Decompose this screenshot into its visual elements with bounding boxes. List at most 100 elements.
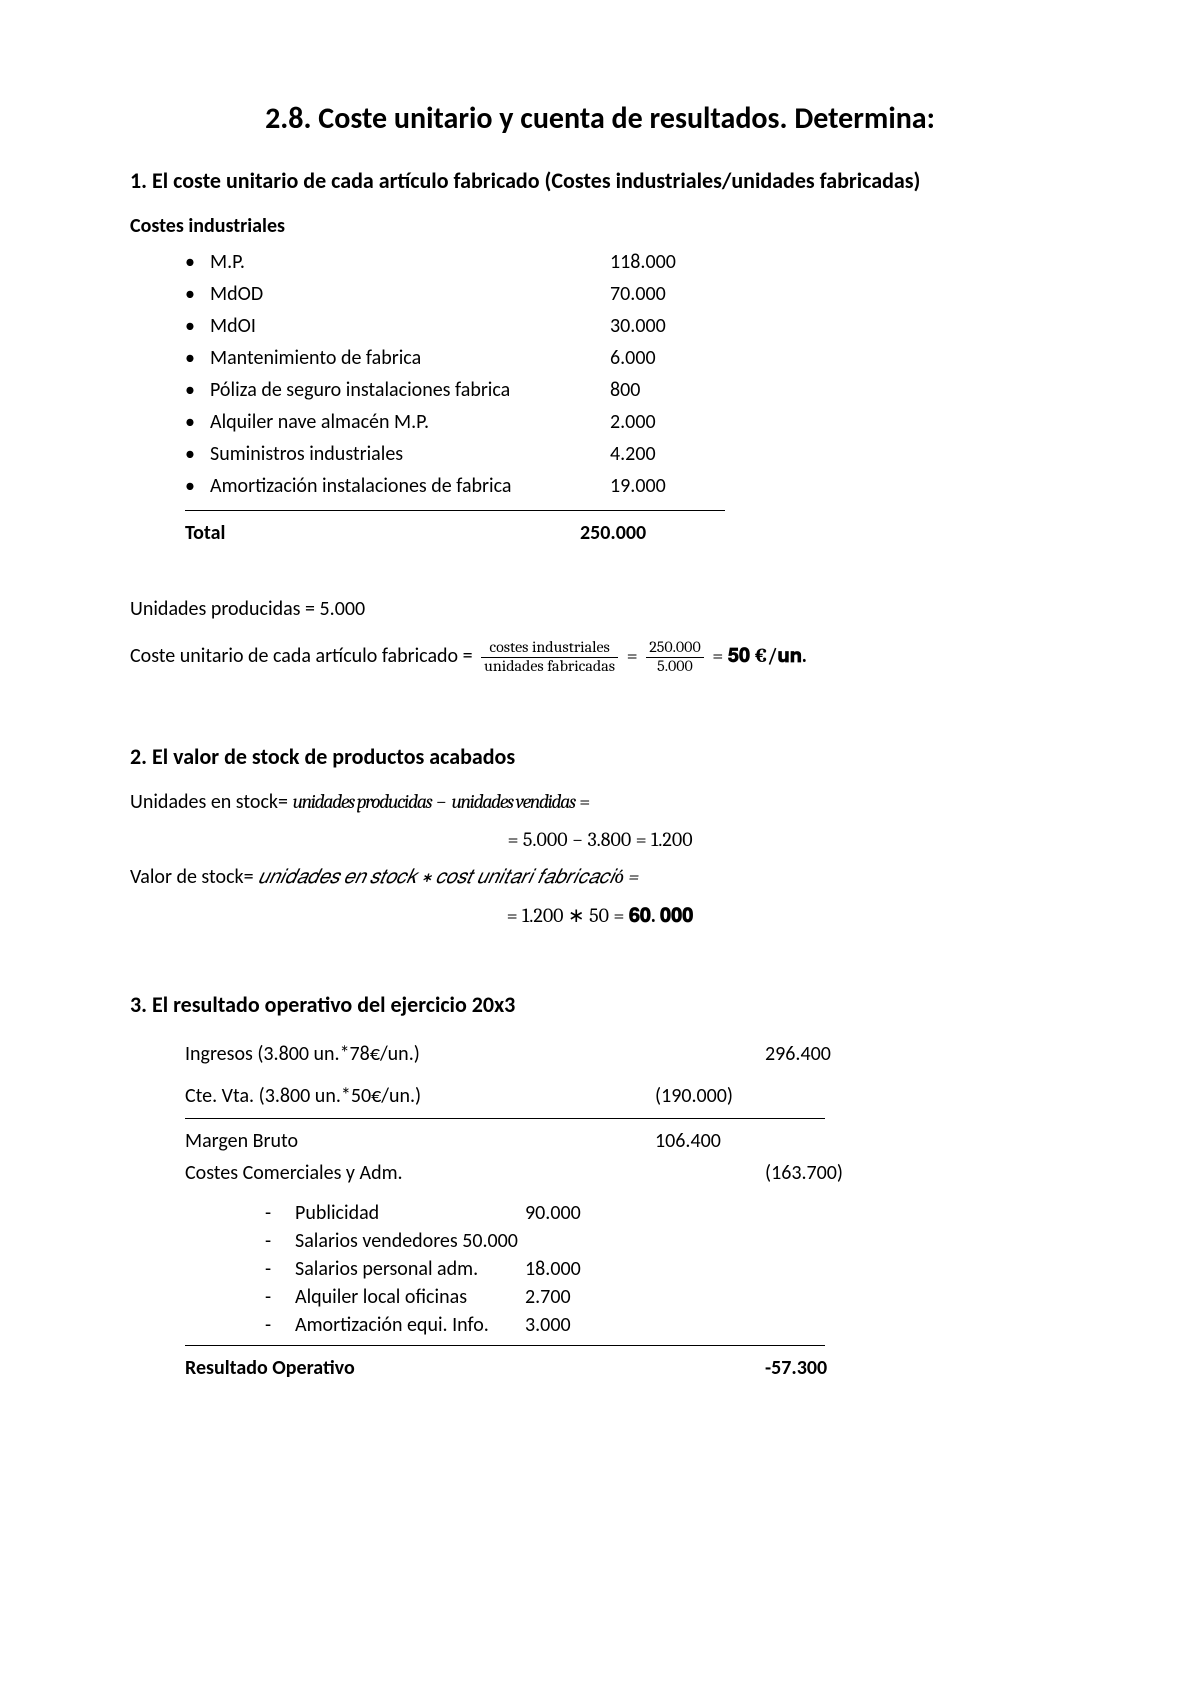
sub-value	[525, 1229, 605, 1253]
sub-value: 3.000	[525, 1313, 605, 1337]
ctevta-row: Cte. Vta. (3.800 un.*50€/un.) (190.000)	[185, 1080, 825, 1112]
sub-label: Salarios vendedores 50.000	[295, 1229, 525, 1253]
cost-value: 6.000	[610, 342, 730, 374]
q2-heading: 2. El valor de stock de productos acabad…	[130, 743, 1070, 770]
cost-value: 800	[610, 374, 730, 406]
ccadm-value: (163.700)	[765, 1161, 855, 1185]
q1-subheader: Costes industriales	[130, 214, 1070, 238]
q2-term2: unidades vendidas	[451, 790, 574, 813]
sub-item: - Alquiler local oficinas 2.700	[265, 1283, 825, 1311]
margen-label: Margen Bruto	[185, 1129, 545, 1153]
q2-eq2: = 1.200 ∗ 50 = 𝟔𝟎. 𝟎𝟎𝟎	[130, 903, 1070, 927]
ccadm-row: Costes Comerciales y Adm. (163.700)	[185, 1157, 825, 1189]
page-title: 2.8. Coste unitario y cuenta de resultad…	[130, 100, 1070, 137]
cost-item: • Alquiler nave almacén M.P. 2.000	[185, 406, 1070, 438]
ctevta-value: (190.000)	[655, 1084, 765, 1108]
bullet-icon: •	[185, 310, 210, 342]
cost-label: Mantenimiento de fabrica	[210, 342, 610, 374]
cost-label: Alquiler nave almacén M.P.	[210, 406, 610, 438]
sub-label: Salarios personal adm.	[295, 1257, 525, 1281]
margen-value: 106.400	[655, 1129, 765, 1153]
cost-value: 2.000	[610, 406, 730, 438]
fraction-1: costes industriales unidades fabricadas	[481, 639, 618, 675]
sub-label: Publicidad	[295, 1201, 525, 1225]
document-page: 2.8. Coste unitario y cuenta de resultad…	[0, 0, 1200, 1697]
cost-item: • Amortización instalaciones de fabrica …	[185, 470, 1070, 502]
resultado-label: Resultado Operativo	[185, 1356, 545, 1380]
bullet-icon: •	[185, 374, 210, 406]
q2-line2-prefix: Valor de stock=	[130, 865, 254, 889]
resultado-row: Resultado Operativo -57.300	[185, 1352, 825, 1384]
sub-item: - Salarios personal adm. 18.000	[265, 1255, 825, 1283]
equals-sign: =	[627, 644, 638, 667]
cost-item: • Mantenimiento de fabrica 6.000	[185, 342, 1070, 374]
q1-heading: 1. El coste unitario de cada artículo fa…	[130, 167, 1070, 194]
cost-value: 30.000	[610, 310, 730, 342]
cost-value: 4.200	[610, 438, 730, 470]
equals-sign: =	[579, 790, 590, 813]
ccadm-label: Costes Comerciales y Adm.	[185, 1161, 545, 1185]
cost-label: Suministros industriales	[210, 438, 610, 470]
total-value: 250.000	[580, 521, 700, 545]
ingresos-label: Ingresos (3.800 un.*78€/un.)	[185, 1042, 545, 1066]
total-label: Total	[185, 521, 580, 545]
equals-sign: =	[712, 644, 723, 667]
frac-den: 5.000	[646, 658, 704, 676]
q1-formula: Coste unitario de cada artículo fabricad…	[130, 639, 1070, 675]
cost-label: Amortización instalaciones de fabrica	[210, 470, 610, 502]
q2-line2: Valor de stock= 𝑢𝑛𝑖𝑑𝑎𝑑𝑒𝑠 𝑒𝑛 𝑠𝑡𝑜𝑐𝑘 ∗ 𝑐𝑜𝑠𝑡…	[130, 865, 1070, 889]
sub-value: 2.700	[525, 1285, 605, 1309]
cost-item: • MdOD 70.000	[185, 278, 1070, 310]
bullet-icon: •	[185, 278, 210, 310]
minus-sign: −	[436, 790, 447, 813]
q2-eq1: = 5.000 − 3.800 = 1.200	[130, 828, 1070, 851]
divider	[185, 1118, 825, 1119]
fraction-2: 250.000 5.000	[646, 639, 704, 675]
q1-total-row: Total 250.000	[185, 510, 725, 545]
q2-eq2-right: 𝟔𝟎. 𝟎𝟎𝟎	[629, 904, 694, 927]
q1-cost-list: • M.P. 118.000 • MdOD 70.000 • MdOI 30.0…	[130, 246, 1070, 502]
cost-value: 118.000	[610, 246, 730, 278]
dash-icon: -	[265, 1257, 295, 1281]
bullet-icon: •	[185, 246, 210, 278]
sub-item: - Publicidad 90.000	[265, 1199, 825, 1227]
sub-item: - Salarios vendedores 50.000	[265, 1227, 825, 1255]
cost-value: 19.000	[610, 470, 730, 502]
dash-icon: -	[265, 1229, 295, 1253]
cost-label: MdOD	[210, 278, 610, 310]
resultado-value: -57.300	[765, 1356, 855, 1380]
sub-item: - Amortización equi. Info. 3.000	[265, 1311, 825, 1339]
bullet-icon: •	[185, 342, 210, 374]
bullet-icon: •	[185, 406, 210, 438]
cost-label: M.P.	[210, 246, 610, 278]
q1-units-line: Unidades producidas = 5.000	[130, 597, 1070, 621]
frac-num: 250.000	[646, 639, 704, 658]
q3-table: Ingresos (3.800 un.*78€/un.) 296.400 Cte…	[185, 1038, 825, 1384]
q3-heading: 3. El resultado operativo del ejercicio …	[130, 991, 1070, 1018]
ingresos-row: Ingresos (3.800 un.*78€/un.) 296.400	[185, 1038, 825, 1070]
dash-icon: -	[265, 1313, 295, 1337]
q2-expr: 𝑢𝑛𝑖𝑑𝑎𝑑𝑒𝑠 𝑒𝑛 𝑠𝑡𝑜𝑐𝑘 ∗ 𝑐𝑜𝑠𝑡 𝑢𝑛𝑖𝑡𝑎𝑟𝑖 𝑓𝑎𝑏𝑟𝑖𝑐𝑎…	[258, 865, 639, 888]
cost-item: • Suministros industriales 4.200	[185, 438, 1070, 470]
cost-label: MdOI	[210, 310, 610, 342]
frac-num: costes industriales	[481, 639, 618, 658]
dash-icon: -	[265, 1201, 295, 1225]
divider	[185, 1345, 825, 1346]
sub-label: Alquiler local oficinas	[295, 1285, 525, 1309]
bullet-icon: •	[185, 438, 210, 470]
q1-result: 𝟓𝟎 €/𝐮𝐧.	[728, 644, 807, 667]
frac-den: unidades fabricadas	[481, 658, 618, 676]
formula-prefix: Coste unitario de cada artículo fabricad…	[130, 644, 473, 668]
q2-eq2-left: = 1.200 ∗ 50 =	[507, 904, 625, 927]
cost-label: Póliza de seguro instalaciones fabrica	[210, 374, 610, 406]
ingresos-value: 296.400	[765, 1042, 855, 1066]
cost-item: • MdOI 30.000	[185, 310, 1070, 342]
margen-row: Margen Bruto 106.400	[185, 1125, 825, 1157]
cost-item: • M.P. 118.000	[185, 246, 1070, 278]
cost-value: 70.000	[610, 278, 730, 310]
q2-term1: unidades producidas	[293, 790, 432, 813]
q2-line1-prefix: Unidades en stock=	[130, 790, 288, 814]
q2-line1: Unidades en stock= unidades producidas −…	[130, 790, 1070, 814]
sub-value: 18.000	[525, 1257, 605, 1281]
sub-value: 90.000	[525, 1201, 605, 1225]
